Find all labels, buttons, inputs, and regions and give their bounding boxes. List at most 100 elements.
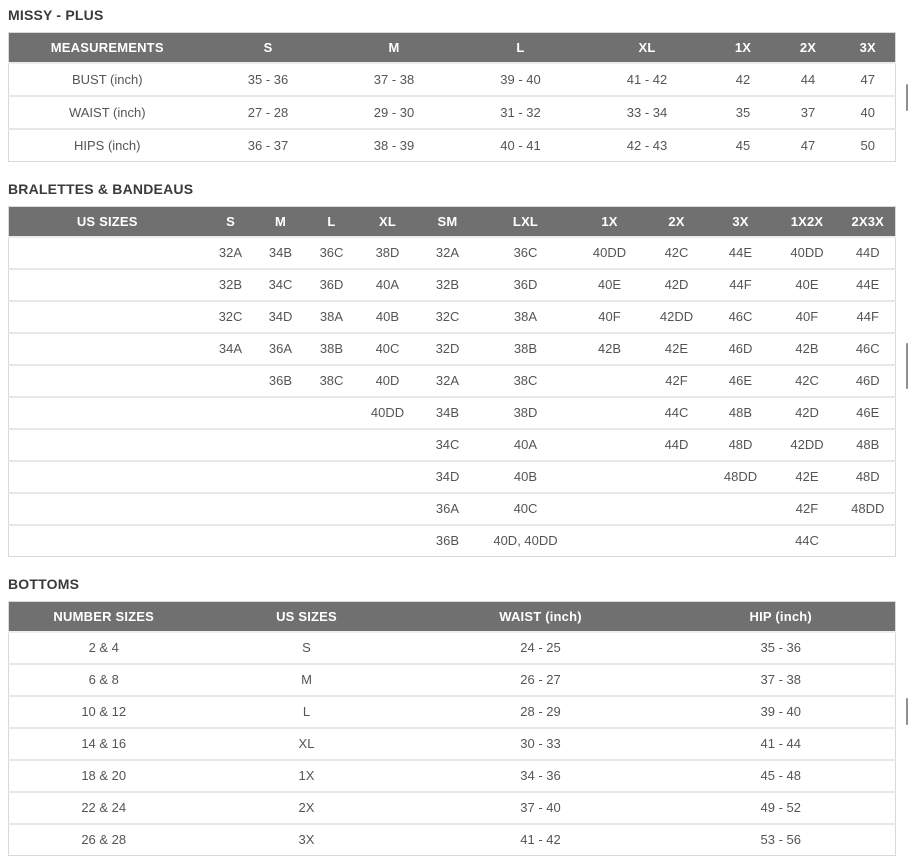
table-cell [573, 459, 646, 493]
table-cell: 42D [645, 267, 708, 301]
table-cell: WAIST (inch) [8, 94, 206, 129]
table-cell: 37 - 38 [330, 61, 458, 96]
table-cell: 34 - 36 [414, 758, 667, 792]
table-cell: 40D, 40DD [477, 523, 574, 557]
table-cell: 41 - 42 [583, 61, 711, 96]
table-cell [645, 491, 708, 525]
table-cell: 38 - 39 [330, 127, 458, 162]
table-cell: 32D [417, 331, 478, 365]
table-cell: 2X [198, 790, 415, 824]
table-cell [8, 267, 206, 301]
table-cell: 42E [773, 459, 841, 493]
table-cell: 35 - 36 [205, 61, 331, 96]
table-row: 32C 34D 38A 40B 32C 38A 40F 42DD 46C 40F 44F [8, 299, 896, 333]
table-cell: S [198, 630, 415, 664]
column-header: L [305, 206, 358, 237]
table-cell: 45 - 48 [666, 758, 896, 792]
table-cell: 38B [305, 331, 358, 365]
table-cell: 24 - 25 [414, 630, 667, 664]
table-cell: 34D [417, 459, 478, 493]
scrollbar-thumb-bralettes-bandeaus[interactable] [906, 343, 908, 389]
table-cell: 46D [707, 331, 774, 365]
column-header: WAIST (inch) [414, 601, 667, 632]
table-row: 34C 40A 44D 48D 42DD 48B [8, 427, 896, 461]
table-cell: 42F [773, 491, 841, 525]
table-cell: 40C [477, 491, 574, 525]
table-cell: 37 [775, 94, 841, 129]
table-cell [205, 363, 256, 397]
table-cell: 40B [477, 459, 574, 493]
table-cell: 44F [840, 299, 896, 333]
table-cell: 34A [205, 331, 256, 365]
table-cell: 36C [477, 235, 574, 269]
table-row: 18 & 20 1X 34 - 36 45 - 48 [8, 758, 896, 792]
table-cell: 38C [305, 363, 358, 397]
table-cell [357, 491, 418, 525]
section-missy-plus: MISSY - PLUS MEASUREMENTS S M L XL 1X 2X 3X BUST… [8, 7, 902, 162]
missy-plus-table: MEASUREMENTS S M L XL 1X 2X 3X BUST (inch) 35 - 3… [8, 32, 896, 162]
header-row: MEASUREMENTS S M L XL 1X 2X 3X [8, 32, 896, 63]
table-cell: 38D [357, 235, 418, 269]
table-cell: 40B [357, 299, 418, 333]
column-header: 3X [840, 32, 896, 63]
table-row: 40DD 34B 38D 44C 48B 42D 46E [8, 395, 896, 429]
scrollbar-thumb-bottoms[interactable] [906, 698, 908, 725]
table-cell: 36C [305, 235, 358, 269]
column-header: 1X [710, 32, 776, 63]
table-cell [573, 427, 646, 461]
table-cell: 40E [573, 267, 646, 301]
table-cell: 26 - 27 [414, 662, 667, 696]
table-cell [840, 523, 896, 557]
table-cell [255, 427, 306, 461]
table-row: WAIST (inch) 27 - 28 29 - 30 31 - 32 33 - 34… [8, 94, 896, 129]
table-cell: XL [198, 726, 415, 760]
table-cell [205, 491, 256, 525]
table-cell [8, 299, 206, 333]
table-cell: 47 [775, 127, 841, 162]
table-cell: 36B [417, 523, 478, 557]
table-cell [8, 363, 206, 397]
table-cell: 32B [205, 267, 256, 301]
table-cell: 38D [477, 395, 574, 429]
column-header: 1X2X [773, 206, 841, 237]
table-cell: 46E [840, 395, 896, 429]
table-cell: 36A [417, 491, 478, 525]
table-cell: 27 - 28 [205, 94, 331, 129]
table-cell: 40DD [773, 235, 841, 269]
table-cell: 1X [198, 758, 415, 792]
section-title-bralettes-bandeaus: BRALETTES & BANDEAUS [8, 181, 194, 197]
column-header: 3X [707, 206, 774, 237]
table-cell: 34B [417, 395, 478, 429]
table-cell: 36D [305, 267, 358, 301]
table-cell: 40A [357, 267, 418, 301]
table-cell: 53 - 56 [666, 822, 896, 856]
table-cell [573, 395, 646, 429]
table-cell: 32B [417, 267, 478, 301]
table-cell: 41 - 42 [414, 822, 667, 856]
scrollbar-thumb-missy-plus[interactable] [906, 84, 908, 111]
table-cell: 36B [255, 363, 306, 397]
table-cell: 49 - 52 [666, 790, 896, 824]
column-header: XL [357, 206, 418, 237]
table-cell: 38B [477, 331, 574, 365]
section-bottoms: BOTTOMS NUMBER SIZES US SIZES WAIST (inch)… [8, 576, 902, 856]
table-cell: 34B [255, 235, 306, 269]
table-cell: 42DD [645, 299, 708, 333]
table-cell [205, 523, 256, 557]
table-cell: 50 [840, 127, 896, 162]
table-row: BUST (inch) 35 - 36 37 - 38 39 - 40 41 - 42 4… [8, 61, 896, 96]
table-cell: 30 - 33 [414, 726, 667, 760]
table-cell: 33 - 34 [583, 94, 711, 129]
table-row: HIPS (inch) 36 - 37 38 - 39 40 - 41 42 - 43 4… [8, 127, 896, 162]
table-cell [8, 395, 206, 429]
table-row: 6 & 8 M 26 - 27 37 - 38 [8, 662, 896, 696]
table-row: 22 & 24 2X 37 - 40 49 - 52 [8, 790, 896, 824]
table-cell [573, 523, 646, 557]
table-cell: 46E [707, 363, 774, 397]
table-cell: 46D [840, 363, 896, 397]
table-cell: 10 & 12 [8, 694, 199, 728]
table-cell [645, 523, 708, 557]
table-cell: 46C [840, 331, 896, 365]
table-cell: 22 & 24 [8, 790, 199, 824]
